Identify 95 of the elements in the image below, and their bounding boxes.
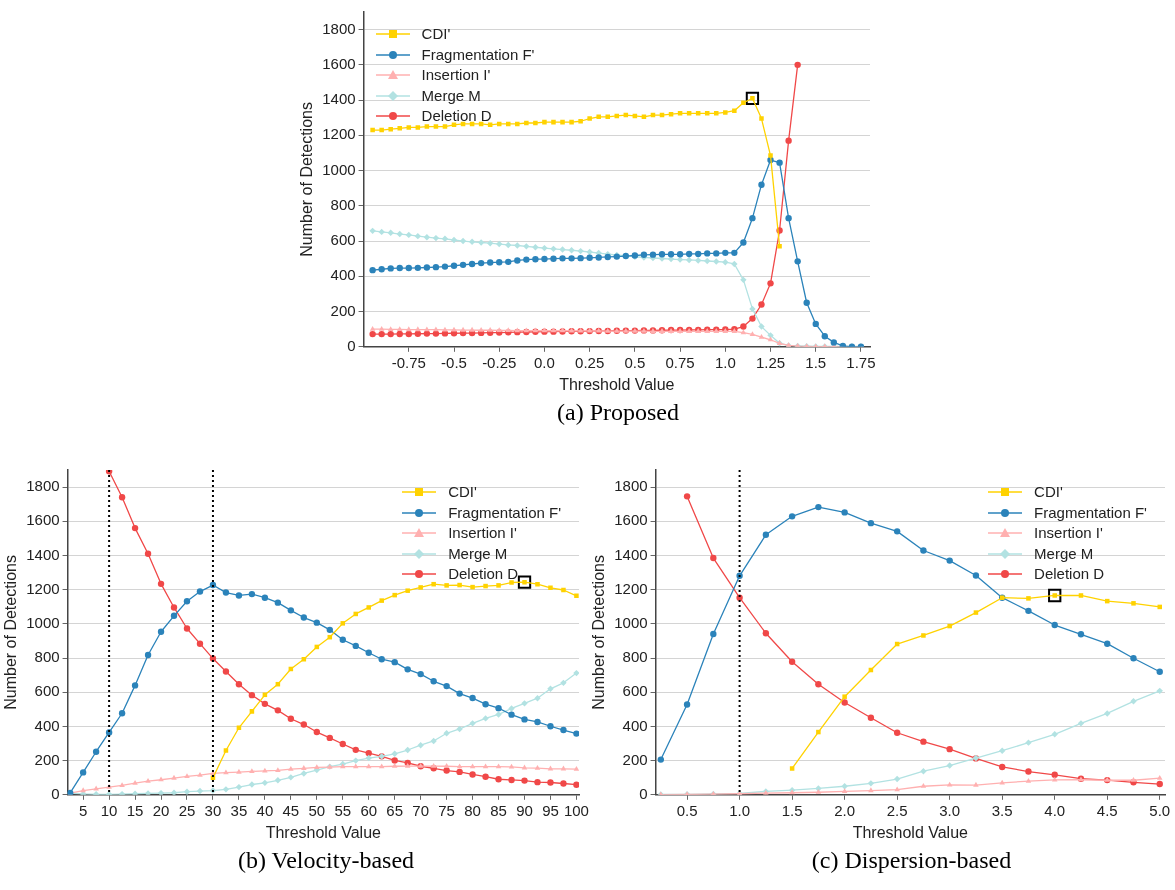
legend-label: Fragmentation F' [421,44,535,65]
x-tick-label: 1.5 [805,353,827,371]
y-tick-label: 0 [347,336,356,354]
x-tick-label: 0.25 [575,353,605,371]
text: (c) Dispersion-based [810,847,1013,874]
y-axis-title: Number of Detections [298,102,316,257]
y-tick-label: 800 [330,195,356,213]
y-tick-label: 1200 [26,579,60,597]
legend-label: CDI' [448,482,477,502]
y-tick-label: 400 [622,716,648,734]
x-tick-label: 40 [256,801,274,819]
x-tick-label: 95 [542,801,559,819]
y-tick-label: 800 [34,648,60,666]
legend-label: Insertion I' [1034,523,1103,543]
y-tick-label: 200 [622,750,648,768]
x-tick-label: 0.0 [534,353,555,371]
x-axis-title: Threshold Value [265,823,382,841]
x-tick-label: 50 [308,801,326,819]
x-tick-label: 30 [204,801,222,819]
y-tick-label: 600 [34,682,60,700]
x-tick-label: 80 [464,801,481,819]
y-tick-label: 1800 [26,477,60,495]
legend-label: Merge M [421,85,481,106]
x-tick-label: 0.75 [665,353,695,371]
y-tick-label: 1600 [614,511,648,529]
x-tick-label: 100 [563,801,589,819]
x-tick-label: 55 [334,801,352,819]
x-tick-label: 60 [360,801,378,819]
y-tick-label: 1000 [26,613,60,631]
legend-label: Insertion I' [421,65,491,85]
x-tick-label: 5.0 [1149,801,1171,819]
y-tick-label: 600 [330,231,356,249]
x-tick-label: 3.0 [939,801,961,819]
y-tick-label: 0 [639,784,648,802]
y-axis-title: Number of Detections [2,555,20,710]
legend-label: Fragmentation F' [1034,502,1147,523]
x-tick-label: 2.5 [886,801,908,819]
y-tick-label: 1000 [322,160,356,178]
legend-label: Fragmentation F' [448,502,562,523]
x-tick-label: 15 [126,801,144,819]
legend-label: Merge M [448,543,508,564]
y-tick-label: 1800 [614,477,648,495]
legend-label: Deletion D [448,564,519,584]
x-tick-label: -0.25 [482,353,517,371]
y-tick-label: 1000 [614,613,648,631]
legend-label: CDI' [1034,482,1063,502]
y-tick-label: 1600 [322,55,356,72]
x-tick-label: 4.5 [1096,801,1118,819]
legend-label: Insertion I' [448,523,517,543]
text: (a) Proposed [556,399,680,426]
x-axis-title: Threshold Value [559,375,675,393]
x-tick-label: 1.0 [729,801,751,819]
x-tick-label: 90 [516,801,533,819]
x-tick-label: 0.5 [676,801,698,819]
legend-label: Deletion D [421,106,492,126]
y-tick-label: 1800 [322,19,356,37]
x-tick-label: 85 [490,801,507,819]
x-tick-label: 0.5 [624,353,646,371]
y-tick-label: 1200 [322,125,356,143]
x-tick-label: -0.75 [391,353,426,371]
x-tick-label: 3.5 [991,801,1013,819]
y-tick-label: 1600 [26,511,60,529]
x-tick-label: 1.25 [755,353,786,371]
x-tick-label: 65 [386,801,404,819]
y-tick-label: 1400 [322,90,356,108]
legend-label: CDI' [421,24,451,44]
x-tick-label: 45 [282,801,300,819]
y-tick-label: 0 [51,784,60,802]
legend-label: Merge M [1034,543,1094,564]
y-tick-label: 1200 [614,579,648,597]
x-tick-label: 70 [412,801,429,819]
y-tick-label: 200 [34,750,60,768]
legend-label: Deletion D [1034,564,1105,584]
x-tick-label: 4.0 [1044,801,1066,819]
y-tick-label: 800 [622,648,648,666]
x-tick-label: 5 [78,801,88,819]
x-tick-label: 10 [100,801,118,819]
y-tick-label: 400 [34,716,60,734]
y-tick-label: 1400 [614,545,648,563]
y-axis-title: Number of Detections [590,555,608,710]
y-tick-label: 600 [622,682,648,700]
text: (b) Velocity-based [236,847,416,874]
y-tick-label: 1400 [26,545,60,563]
x-tick-label: 75 [438,801,455,819]
x-tick-label: 35 [230,801,248,819]
x-tick-label: 1.5 [781,801,803,819]
x-tick-label: 1.0 [714,353,736,371]
y-tick-label: 200 [330,301,356,319]
x-tick-label: 1.75 [846,353,876,371]
x-tick-label: 2.0 [834,801,856,819]
y-tick-label: 400 [330,266,356,284]
x-axis-title: Threshold Value [852,823,969,841]
x-tick-label: 20 [152,801,170,819]
x-tick-label: 25 [178,801,196,819]
x-tick-label: -0.5 [441,353,467,371]
